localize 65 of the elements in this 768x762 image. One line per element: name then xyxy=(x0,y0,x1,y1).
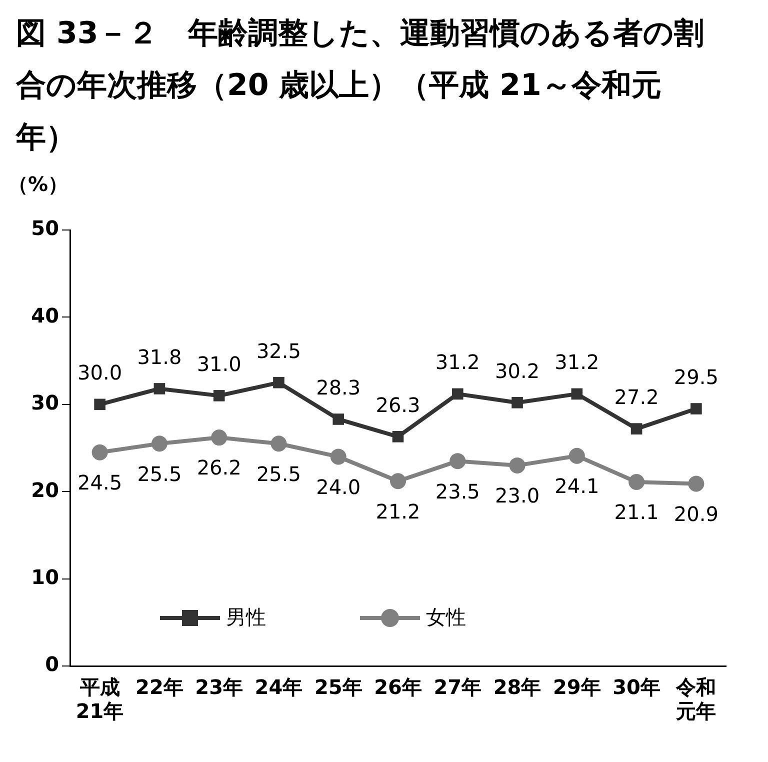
point xyxy=(392,431,404,442)
data-label: 21.2 xyxy=(376,499,420,524)
point xyxy=(452,388,464,400)
data-label: 21.1 xyxy=(614,500,659,524)
point xyxy=(630,423,642,434)
x-tick-label: 28年 xyxy=(493,675,542,700)
data-label: 23.0 xyxy=(495,484,540,508)
data-label: 32.5 xyxy=(256,338,301,363)
data-label: 27.2 xyxy=(614,385,659,410)
data-label: 31.2 xyxy=(435,350,480,374)
point xyxy=(94,398,106,410)
point xyxy=(512,397,523,408)
x-tick-label: 平成21年 xyxy=(76,675,124,724)
x-tick-label: 23年 xyxy=(195,675,244,700)
point xyxy=(154,383,166,394)
data-label: 25.5 xyxy=(256,462,301,486)
point xyxy=(270,436,287,452)
legend-label: 女性 xyxy=(426,605,466,630)
data-label: 20.9 xyxy=(674,502,718,526)
x-tick-label: 29年 xyxy=(552,675,601,700)
point xyxy=(330,448,346,465)
x-tick-label: 30年 xyxy=(612,675,660,700)
point xyxy=(688,476,704,492)
point xyxy=(213,390,225,402)
x-tick-label: 25年 xyxy=(314,675,362,700)
point xyxy=(92,444,108,460)
y-tick-label: 40 xyxy=(31,303,59,328)
point xyxy=(690,403,702,414)
data-label: 31.2 xyxy=(554,350,600,374)
data-label: 24.5 xyxy=(78,470,122,495)
y-tick-label: 10 xyxy=(31,565,59,590)
point xyxy=(571,388,583,400)
point xyxy=(211,430,228,446)
chart-title: 図 33－２ 年齢調整した、運動習慣のある者の割合の年次推移（20 歳以上）（平成 21～令和元年） xyxy=(16,15,706,157)
data-label: 26.2 xyxy=(196,456,242,480)
point xyxy=(273,376,284,388)
point xyxy=(151,436,168,452)
data-label: 30.2 xyxy=(495,358,540,383)
data-label: 25.5 xyxy=(137,462,182,486)
y-tick-label: 0 xyxy=(45,652,59,676)
data-label: 26.3 xyxy=(376,392,420,417)
data-label: 24.0 xyxy=(316,474,361,499)
x-tick-label: 26年 xyxy=(374,675,422,700)
point xyxy=(390,473,406,490)
y-tick-label: 50 xyxy=(31,216,59,240)
x-tick-label: 22年 xyxy=(136,675,184,700)
x-tick-label: 27年 xyxy=(434,675,482,700)
data-label: 31.0 xyxy=(196,352,242,376)
legend-label: 男性 xyxy=(226,605,266,630)
data-label: 30.0 xyxy=(78,360,122,385)
data-label: 24.1 xyxy=(554,474,600,498)
data-label: 28.3 xyxy=(316,375,361,400)
point xyxy=(450,453,466,470)
point xyxy=(332,414,344,425)
data-label: 31.8 xyxy=(137,344,182,369)
y-tick-label: 20 xyxy=(31,478,59,502)
data-label: 23.5 xyxy=(435,479,480,504)
x-tick-label: 令和元年 xyxy=(675,675,716,724)
y-axis-title: （%） xyxy=(8,172,68,196)
point xyxy=(628,474,645,490)
point xyxy=(568,448,585,464)
data-label: 29.5 xyxy=(674,364,718,389)
x-tick-label: 24年 xyxy=(254,675,303,700)
point xyxy=(509,457,526,474)
y-tick-label: 30 xyxy=(31,390,59,415)
